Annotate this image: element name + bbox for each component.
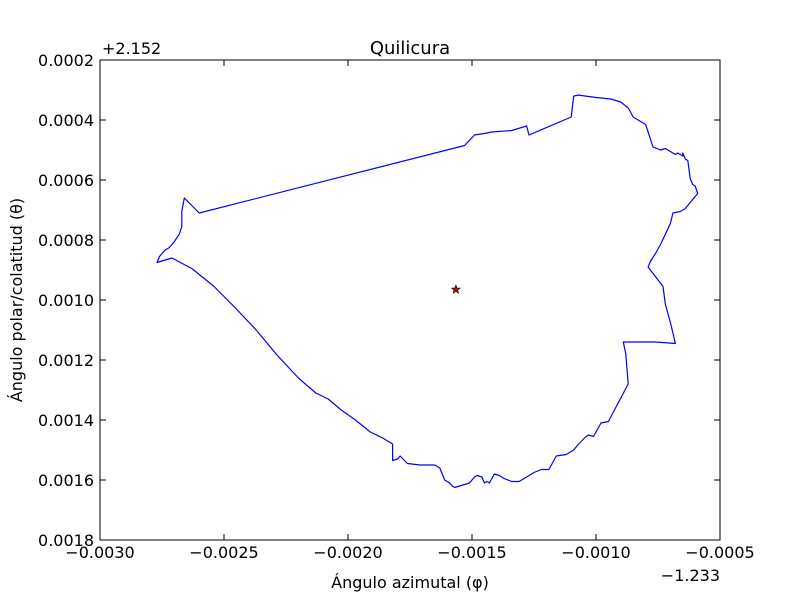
centroid-star-marker <box>450 284 461 294</box>
x-ticks: −0.0030 −0.0025 −0.0020 −0.0015 −0.0010 −0.00… <box>65 60 755 562</box>
y-tick-label: 0.0010 <box>38 291 94 310</box>
x-tick-label: −0.0025 <box>189 543 258 562</box>
y-tick-label: 0.0006 <box>38 171 94 190</box>
series-layer <box>156 94 699 489</box>
y-offset-label: +2.152 <box>102 39 161 58</box>
x-tick-label: −0.0030 <box>65 543 134 562</box>
y-ticks: 0.0002 0.0004 0.0006 0.0008 0.0010 0.0012 0.00… <box>38 51 720 550</box>
x-offset-label: −1.233 <box>661 566 720 585</box>
y-tick-label: 0.0008 <box>38 231 94 250</box>
marker-layer <box>450 284 461 294</box>
y-tick-label: 0.0004 <box>38 111 94 130</box>
y-tick-label: 0.0012 <box>38 351 94 370</box>
x-tick-label: −0.0015 <box>437 543 506 562</box>
y-tick-label: 0.0002 <box>38 51 94 70</box>
x-tick-label: −0.0010 <box>561 543 630 562</box>
y-tick-label: 0.0018 <box>38 531 94 550</box>
series-line-0 <box>156 94 699 489</box>
x-tick-label: −0.0005 <box>685 543 754 562</box>
y-tick-label: 0.0014 <box>38 411 94 430</box>
chart-title: Quilicura <box>370 38 450 59</box>
x-axis-label: Ángulo azimutal (φ) <box>331 573 489 592</box>
x-tick-label: −0.0020 <box>313 543 382 562</box>
y-tick-label: 0.0016 <box>38 471 94 490</box>
y-axis-label: Ángulo polar/colatitud (θ) <box>7 198 26 402</box>
